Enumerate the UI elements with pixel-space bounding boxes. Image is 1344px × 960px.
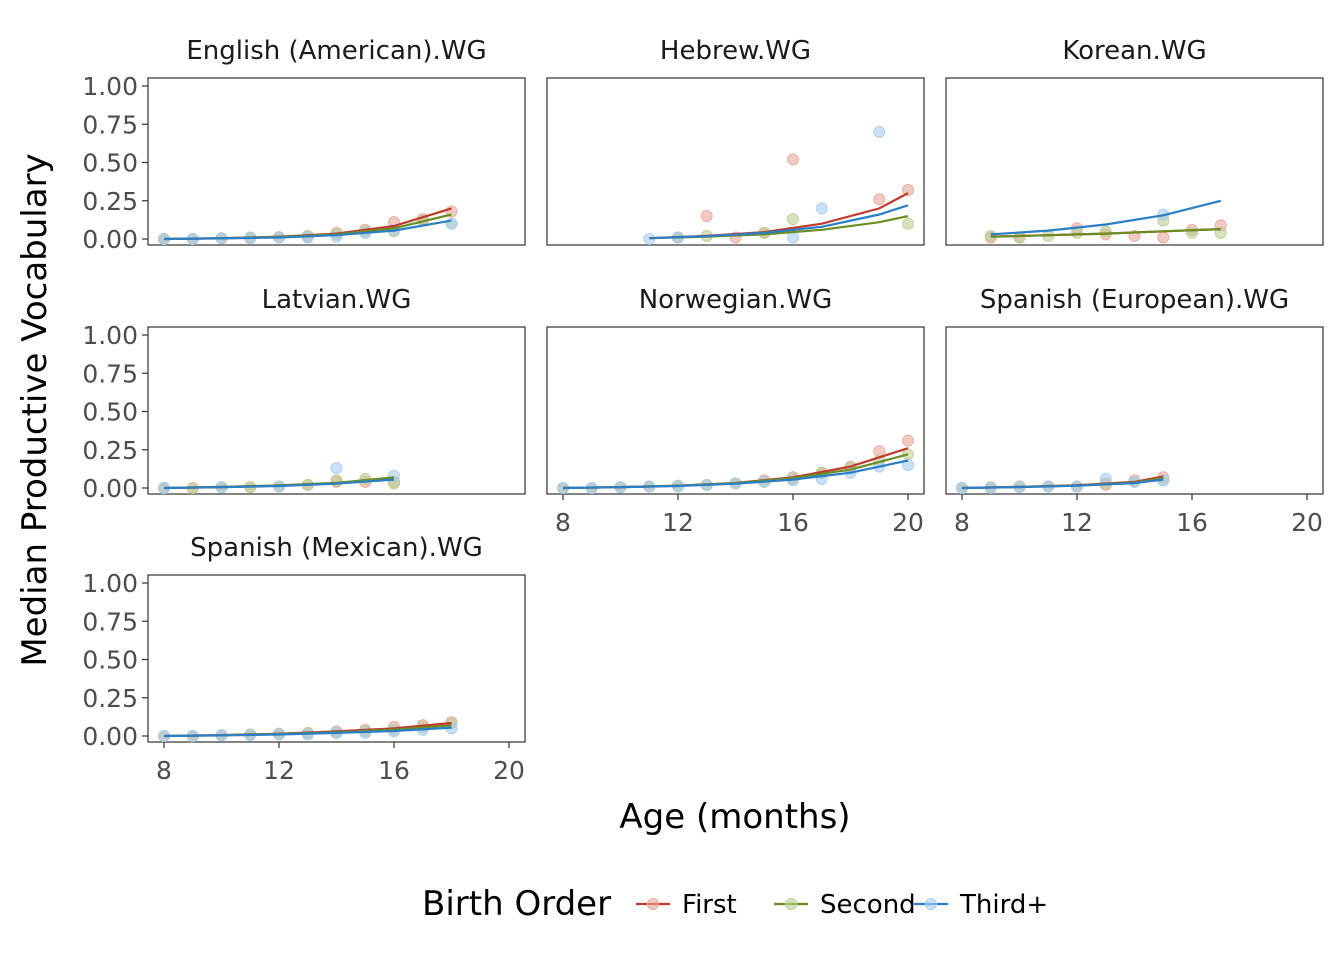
legend-label: Second: [820, 890, 916, 920]
series-line-third-plus: [163, 478, 395, 490]
data-point-second: [902, 217, 914, 230]
x-axis-title: Age (months): [619, 797, 850, 837]
data-point-first: [902, 184, 914, 197]
data-point-first: [700, 210, 713, 223]
x-tick-label: 12: [1061, 508, 1093, 537]
series-line-third-plus: [163, 219, 452, 241]
x-tick-label: 20: [892, 508, 924, 537]
facet-title: Hebrew.WG: [660, 36, 811, 66]
y-tick-label: 0.50: [82, 646, 138, 675]
legend-label: Third+: [959, 890, 1048, 920]
facet-panel: Hebrew.WG: [546, 36, 925, 246]
data-point-first: [873, 193, 886, 206]
y-tick-label: 0.00: [82, 474, 138, 503]
y-tick-label: 0.50: [82, 149, 138, 178]
y-tick-label: 0.50: [82, 398, 138, 427]
data-point-second: [787, 213, 799, 226]
legend-key-point: [647, 898, 659, 910]
legend-label: First: [682, 890, 737, 920]
data-point-third-plus: [445, 217, 458, 230]
data-point-second: [1099, 225, 1112, 238]
y-tick-label: 0.00: [82, 225, 138, 254]
series-line-third-plus: [961, 478, 1164, 490]
facet-title: Spanish (Mexican).WG: [190, 533, 483, 563]
facet-panel: Norwegian.WG 8 12 16 20: [546, 285, 925, 537]
x-tick-label: 12: [662, 508, 694, 537]
panel-border: [546, 77, 925, 246]
y-tick-label: 1.00: [82, 569, 138, 598]
facet-title: Spanish (European).WG: [980, 285, 1289, 315]
y-tick-label: 0.25: [82, 187, 138, 216]
x-tick-label: 12: [263, 756, 295, 785]
data-point-third-plus: [787, 231, 799, 244]
panels: English (American).WG 0.00 0.25 0.50 0.75 1.0…: [82, 36, 1324, 785]
data-point-first: [902, 434, 914, 447]
data-point-third-plus: [815, 202, 828, 215]
legend-title: Birth Order: [422, 884, 611, 924]
series-line-third-plus: [649, 204, 909, 240]
data-point-third-plus: [902, 459, 914, 472]
facet-panel: Spanish (Mexican).WG 0.00 0.25 0.50 0.75 1.00…: [82, 533, 526, 785]
data-point-third-plus: [330, 462, 343, 475]
x-tick-label: 20: [1291, 508, 1323, 537]
facet-panel: Korean.WG: [945, 36, 1324, 246]
legend-key-point: [925, 898, 937, 910]
series-line-second: [990, 228, 1221, 238]
x-tick-label: 16: [777, 508, 809, 537]
panel-border: [147, 326, 526, 495]
facet-panel: Latvian.WG 0.00 0.25 0.50 0.75 1.00: [82, 285, 526, 503]
y-tick-label: 0.75: [82, 110, 138, 139]
y-tick-label: 1.00: [82, 72, 138, 101]
facet-panel: English (American).WG 0.00 0.25 0.50 0.75 1.0…: [82, 36, 526, 254]
legend-key-point: [785, 898, 797, 910]
facet-title: Korean.WG: [1062, 36, 1206, 66]
data-point-first: [1157, 231, 1170, 244]
panel-border: [945, 326, 1324, 495]
panel-border: [147, 77, 526, 246]
series-line-third-plus: [990, 199, 1222, 236]
panel-border: [147, 574, 526, 743]
y-tick-label: 0.75: [82, 607, 138, 636]
panel-border: [945, 77, 1324, 246]
y-tick-label: 0.25: [82, 436, 138, 465]
y-tick-label: 0.75: [82, 359, 138, 388]
facet-title: Latvian.WG: [262, 285, 412, 315]
facet-title: Norwegian.WG: [639, 285, 833, 315]
legend: Birth Order First Second Third+: [422, 884, 1048, 924]
y-axis-title: Median Productive Vocabulary: [15, 153, 55, 666]
facet-panel: Spanish (European).WG 8 12 16 20: [945, 285, 1324, 537]
series-line-third-plus: [163, 726, 452, 738]
series-line-third-plus: [562, 459, 909, 490]
data-point-third-plus: [873, 125, 886, 138]
y-tick-label: 0.00: [82, 722, 138, 751]
data-point-first: [787, 153, 799, 166]
x-tick-label: 8: [156, 756, 172, 785]
y-tick-label: 1.00: [82, 321, 138, 350]
y-tick-label: 0.25: [82, 684, 138, 713]
facet-title: English (American).WG: [186, 36, 486, 66]
x-tick-label: 16: [378, 756, 410, 785]
x-tick-label: 8: [954, 508, 970, 537]
x-tick-label: 20: [493, 756, 525, 785]
x-tick-label: 16: [1176, 508, 1208, 537]
x-tick-label: 8: [555, 508, 571, 537]
